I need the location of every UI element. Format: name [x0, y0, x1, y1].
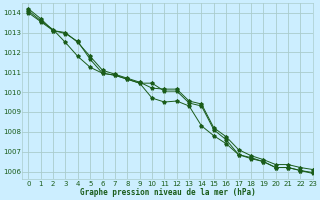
- X-axis label: Graphe pression niveau de la mer (hPa): Graphe pression niveau de la mer (hPa): [80, 188, 255, 197]
